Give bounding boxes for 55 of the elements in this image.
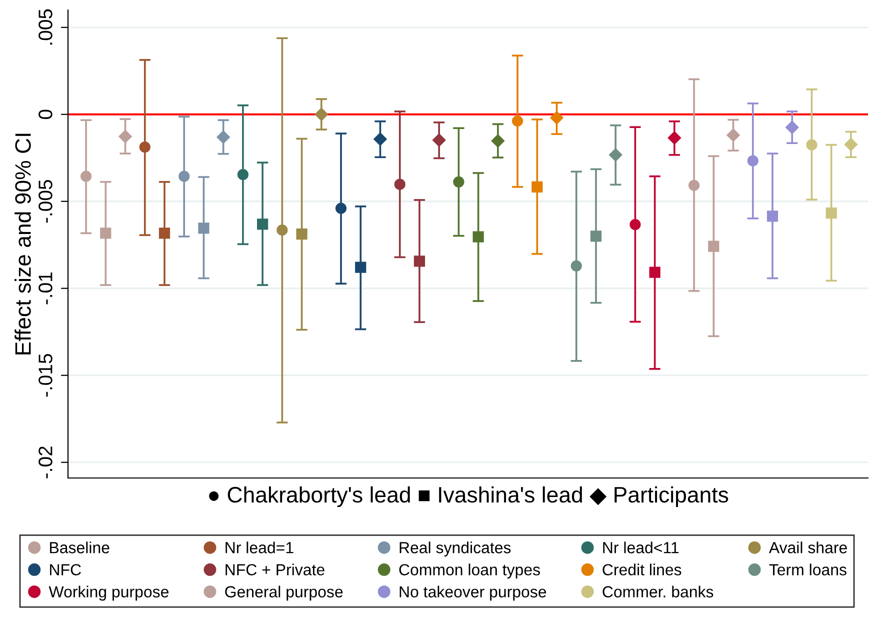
x-axis-title: ● Chakraborty's lead ■ Ivashina's lead ◆ Participants [209, 486, 728, 508]
legend-label: No takeover purpose [400, 586, 546, 601]
legend-label: Nr lead=1 [226, 542, 294, 554]
legend-label: Avail share [768, 542, 847, 554]
point [80, 170, 92, 182]
legend-label: NFC [50, 564, 81, 576]
point [532, 181, 543, 192]
y-tick-label: -.02 [38, 446, 52, 478]
legend-label: Baseline [50, 542, 110, 554]
y-axis-title: Effect size and 90% CI [14, 134, 31, 354]
y-tick-label: .005 [38, 9, 52, 45]
point [257, 218, 268, 230]
y-tick-label: -.005 [38, 180, 52, 223]
point [786, 120, 799, 134]
y-tick-label: -.01 [38, 272, 52, 304]
legend-label: General purpose [225, 586, 343, 601]
point [296, 228, 308, 240]
point [649, 266, 660, 278]
point [453, 176, 464, 188]
point [198, 222, 210, 234]
point [688, 180, 700, 191]
point [118, 130, 132, 144]
y-tick-label: -.015 [38, 354, 52, 397]
legend-label: Common loan types [399, 564, 540, 579]
y-tick-label: 0 [38, 110, 52, 120]
point [139, 142, 150, 153]
point [766, 210, 778, 222]
point [512, 115, 524, 127]
point [630, 218, 641, 230]
point [414, 256, 426, 267]
point [394, 178, 406, 190]
legend-label: Term loans [769, 564, 846, 576]
point [276, 224, 288, 236]
point [570, 260, 582, 272]
point [237, 169, 248, 180]
point [590, 230, 602, 242]
point [806, 139, 818, 150]
point [178, 170, 190, 182]
point [726, 128, 740, 142]
legend-label: Nr lead<11 [603, 542, 679, 554]
legend-label: Commer. banks [602, 586, 714, 598]
point [335, 202, 347, 214]
legend-label: Credit lines [602, 564, 682, 576]
point [374, 132, 387, 146]
legend-label: Real syndicates [400, 542, 511, 556]
point [708, 240, 720, 252]
point [747, 155, 758, 166]
point [550, 111, 564, 124]
point [100, 228, 112, 239]
point [826, 207, 837, 219]
point [472, 231, 484, 242]
point [158, 228, 170, 239]
legend-label: Working purpose [48, 586, 168, 601]
point [355, 262, 366, 273]
legend-label: NFC + Private [226, 564, 324, 576]
